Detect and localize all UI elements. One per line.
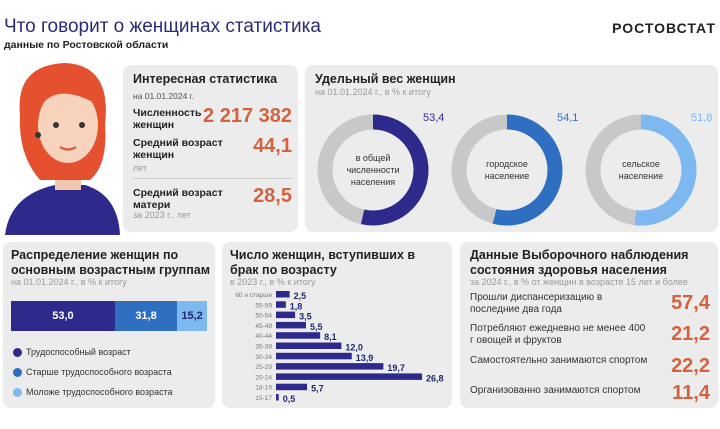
bar-value-label: 5,5 bbox=[310, 322, 323, 332]
legend-dot-icon bbox=[13, 387, 22, 397]
legend-label: Трудоспособный возраст bbox=[26, 347, 131, 357]
bar-category-label: 15-17 bbox=[255, 395, 272, 402]
divider bbox=[133, 178, 292, 179]
bar bbox=[276, 332, 321, 339]
donut-label: городское население bbox=[484, 159, 530, 181]
legend-dot-icon bbox=[13, 367, 22, 377]
bar-value-label: 26,8 bbox=[426, 373, 444, 383]
bar bbox=[276, 373, 423, 380]
card-subtitle: за 2024 г., в % от женщин в возрасте 15 … bbox=[470, 277, 688, 287]
interesting-stats-card: Интересная статистика на 01.01.2024 г. Ч… bbox=[123, 65, 298, 232]
mother-age-label: Средний возраст матери bbox=[133, 187, 223, 211]
donut-value: 54,1 bbox=[557, 112, 579, 124]
bar-category-label: 50-54 bbox=[255, 313, 272, 320]
mother-age-value: 28,5 bbox=[253, 185, 292, 207]
age-stacked-bar: 53,0 31,8 15,2 bbox=[11, 301, 207, 331]
health-survey-card: Данные Выборочного наблюдения состояния … bbox=[460, 242, 718, 408]
card-title: Распределение женщин по основным возраст… bbox=[11, 248, 210, 277]
health-item-label: Организованно занимаются спортом bbox=[470, 385, 641, 396]
women-count-value: 2 217 382 bbox=[203, 105, 292, 127]
chart-title: Число женщин, вступивших в брак по возра… bbox=[230, 248, 416, 277]
bar-value-label: 1,8 bbox=[290, 301, 303, 311]
health-item-label: Самостоятельно занимаются спортом bbox=[470, 355, 648, 366]
page-subtitle: данные по Ростовской области bbox=[4, 39, 169, 51]
bar-value-label: 19,7 bbox=[387, 363, 405, 373]
bar-value-label: 2,5 bbox=[294, 291, 307, 301]
bar bbox=[276, 311, 296, 319]
bar-category-label: 18-19 bbox=[255, 385, 272, 392]
legend-label: Старше трудоспособного возраста bbox=[26, 367, 172, 377]
mother-age-note: за 2023 г., лет bbox=[133, 210, 191, 220]
legend-item: Старше трудоспособного возраста bbox=[13, 367, 172, 377]
age-segment: 53,0 bbox=[11, 301, 115, 331]
age-segment: 31,8 bbox=[114, 301, 178, 331]
bar-category-label: 20-24 bbox=[255, 374, 272, 381]
women-share-card: Удельный вес женщин на 01.01.2024 г., в … bbox=[305, 65, 718, 232]
bar-category-label: 45-49 bbox=[255, 323, 272, 330]
donut-0: в общей численности населения 53,4 bbox=[305, 65, 718, 232]
card-subtitle: на 01.01.2024 г., в % к итогу bbox=[315, 87, 431, 97]
donut-value: 53,4 bbox=[423, 112, 445, 124]
card-subtitle: на 01.01.2024 г., в % к итогу bbox=[11, 277, 127, 287]
health-item-value: 22,2 bbox=[671, 355, 710, 377]
health-item-value: 57,4 bbox=[671, 292, 710, 314]
chart-subtitle: в 2023 г., в % к итогу bbox=[230, 277, 316, 287]
bar-category-label: 60 и старше bbox=[235, 292, 272, 299]
bar-category-label: 40-44 bbox=[255, 333, 272, 340]
health-item-label: Потребляют ежедневно не менее 400 г овощ… bbox=[470, 323, 646, 346]
bar-value-label: 0,5 bbox=[283, 394, 296, 404]
bar-value-label: 5,7 bbox=[311, 384, 324, 394]
bar bbox=[276, 291, 290, 298]
card-title: Удельный вес женщин bbox=[315, 72, 456, 86]
legend-item: Моложе трудоспособного возраста bbox=[13, 387, 173, 397]
donut-label: в общей численности населения bbox=[346, 153, 400, 187]
avg-age-note: лет bbox=[133, 163, 148, 173]
health-item-label: Прошли диспансеризацию в последние два г… bbox=[470, 292, 603, 315]
card-date: на 01.01.2024 г. bbox=[133, 91, 195, 101]
avg-age-value: 44,1 bbox=[253, 135, 292, 157]
bar-value-label: 12,0 bbox=[345, 343, 363, 353]
woman-illustration bbox=[5, 63, 120, 235]
health-item-value: 21,2 bbox=[671, 323, 710, 345]
card-title: Данные Выборочного наблюдения состояния … bbox=[470, 248, 689, 277]
rostovstat-logo: РОСТОВСТАТ bbox=[612, 20, 716, 36]
page-title: Что говорит о женщинах статистика bbox=[4, 16, 321, 37]
legend-item: Трудоспособный возраст bbox=[13, 347, 131, 357]
marriage-age-card: Число женщин, вступивших в брак по возра… bbox=[222, 242, 452, 408]
donut-value: 51,8 bbox=[691, 112, 713, 124]
bar-value-label: 8,1 bbox=[324, 332, 337, 342]
donut-arc bbox=[317, 114, 429, 226]
bar-value-label: 3,5 bbox=[299, 312, 312, 322]
bar-category-label: 30-34 bbox=[255, 354, 272, 361]
donut-arc bbox=[451, 114, 563, 226]
age-groups-card: Распределение женщин по основным возраст… bbox=[3, 242, 215, 408]
bar-category-label: 25-29 bbox=[255, 364, 272, 371]
bar-value-label: 13,9 bbox=[356, 353, 374, 363]
legend-label: Моложе трудоспособного возраста bbox=[26, 387, 173, 397]
donut-2: сельское население 51,8 bbox=[305, 65, 718, 232]
bar bbox=[276, 301, 286, 308]
avg-age-label: Средний возраст женщин bbox=[133, 137, 223, 161]
bar bbox=[276, 394, 279, 401]
bar-category-label: 55-59 bbox=[255, 302, 272, 309]
bar bbox=[276, 383, 308, 391]
donut-1: городское население 54,1 bbox=[305, 65, 718, 232]
bar bbox=[276, 363, 384, 370]
bar bbox=[276, 342, 342, 349]
legend-dot-icon bbox=[13, 347, 22, 357]
women-count-label: Численность женщин bbox=[133, 107, 202, 131]
marriage-bar-chart: 60 и старше 2,5 55-59 1,8 50-54 3,5 45-49 5,5 40… bbox=[235, 291, 444, 404]
bar bbox=[276, 321, 306, 329]
donut-label: сельское население bbox=[618, 159, 664, 181]
bar-category-label: 35-39 bbox=[255, 344, 272, 351]
bar bbox=[276, 352, 352, 360]
card-title: Интересная статистика bbox=[133, 72, 278, 86]
age-segment: 15,2 bbox=[177, 301, 207, 331]
donut-arc bbox=[585, 114, 697, 226]
health-item-value: 11,4 bbox=[672, 382, 710, 404]
